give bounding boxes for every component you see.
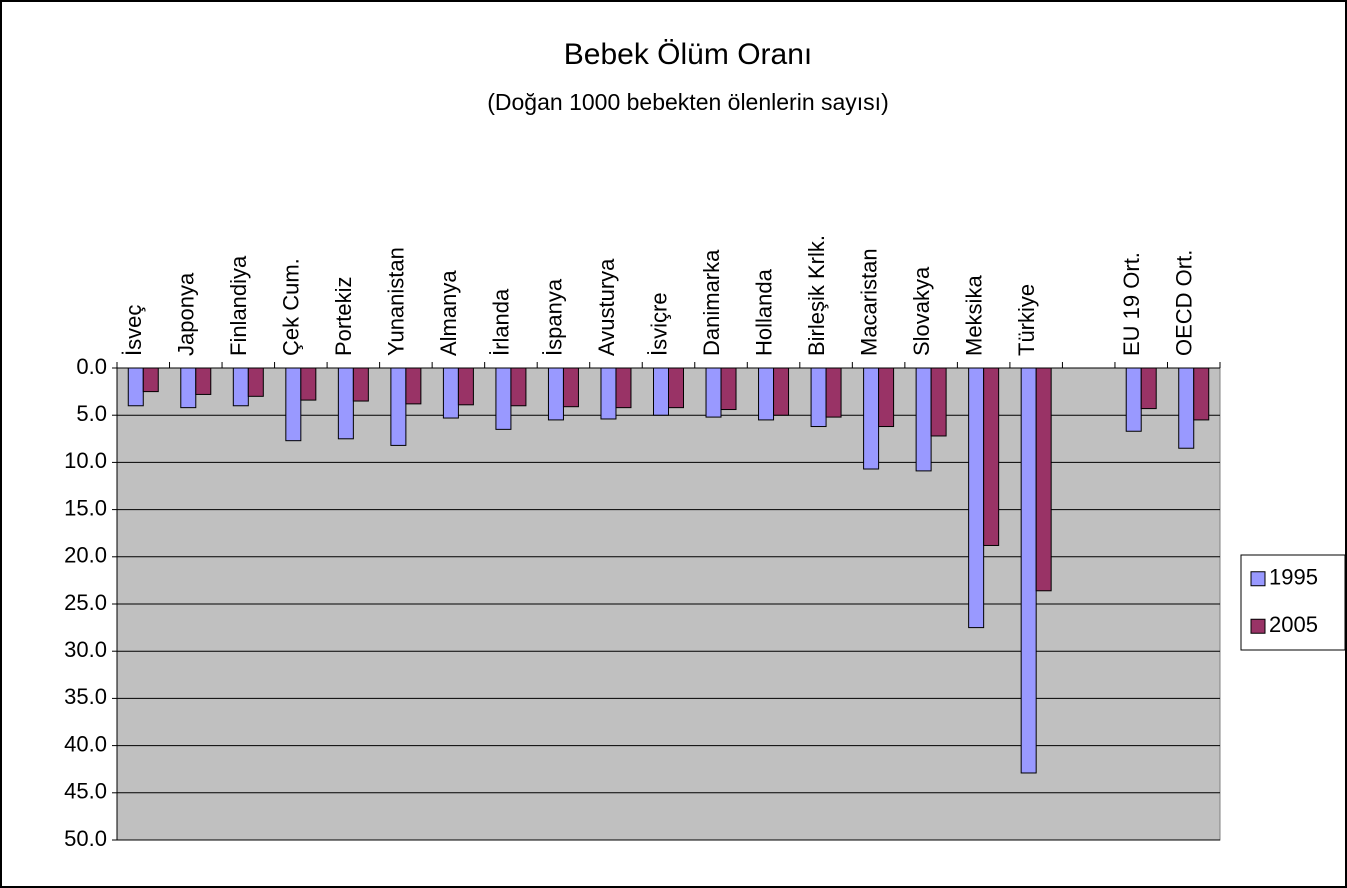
x-tick-label: Birleşik Krlk. xyxy=(804,235,829,356)
bar xyxy=(758,367,775,421)
x-tick-label: Türkiye xyxy=(1014,284,1039,356)
bar xyxy=(1193,367,1210,421)
y-tick-label: 10.0 xyxy=(64,448,107,473)
legend-box xyxy=(1240,554,1346,651)
legend-label: 2005 xyxy=(1269,612,1318,637)
x-tick-label: İspanya xyxy=(541,278,566,356)
bar xyxy=(127,367,144,407)
bar xyxy=(1140,367,1157,410)
bar xyxy=(1125,367,1142,432)
x-tick-label: Japonya xyxy=(174,272,199,356)
x-tick-label: EU 19 Ort. xyxy=(1119,252,1144,356)
x-tick-label: Finlandiya xyxy=(226,255,251,356)
y-tick-label: 15.0 xyxy=(64,495,107,520)
legend-label: 1995 xyxy=(1269,565,1318,590)
bar xyxy=(915,367,932,472)
x-tick-label: İsveç xyxy=(121,305,146,356)
bar xyxy=(668,367,684,409)
y-tick-label: 25.0 xyxy=(64,590,107,615)
bar xyxy=(600,367,617,420)
chart-subtitle: (Doğan 1000 bebekten ölenlerin sayısı) xyxy=(487,89,888,115)
bar xyxy=(720,367,737,411)
bar xyxy=(405,367,422,405)
bar xyxy=(653,367,669,416)
bar xyxy=(878,367,895,428)
bar xyxy=(352,367,369,402)
bar xyxy=(1020,367,1037,774)
bar xyxy=(442,367,459,419)
y-tick-label: 0.0 xyxy=(76,354,107,379)
chart-title: Bebek Ölüm Oranı xyxy=(564,38,812,71)
bar xyxy=(195,367,212,395)
bar xyxy=(810,367,827,428)
bar xyxy=(247,367,264,397)
bar xyxy=(142,367,159,393)
legend-swatch xyxy=(1250,571,1266,587)
bar xyxy=(968,367,985,629)
bar xyxy=(390,367,407,446)
bar xyxy=(1178,367,1195,449)
x-tick-label: Meksika xyxy=(961,275,986,356)
bar xyxy=(1035,367,1052,592)
bar xyxy=(232,367,249,407)
bar xyxy=(562,367,579,408)
bar xyxy=(705,367,722,418)
y-tick-label: 35.0 xyxy=(64,684,107,709)
bar xyxy=(773,367,790,416)
x-tick-label: İsviçre xyxy=(646,292,671,356)
y-tick-label: 45.0 xyxy=(64,779,107,804)
bar xyxy=(615,367,632,409)
x-tick-label: Macaristan xyxy=(856,248,881,356)
bar xyxy=(983,367,1000,546)
bar xyxy=(825,367,842,418)
bar xyxy=(930,367,947,437)
bar xyxy=(457,367,474,406)
y-tick-label: 40.0 xyxy=(64,731,107,756)
x-tick-label: Avusturya xyxy=(594,258,619,356)
bar xyxy=(863,367,880,470)
y-tick-label: 50.0 xyxy=(64,826,107,851)
x-tick-label: Slovakya xyxy=(909,266,934,356)
y-tick-label: 20.0 xyxy=(64,543,107,568)
y-tick-label: 30.0 xyxy=(64,637,107,662)
x-tick-label: Danimarka xyxy=(699,249,724,356)
x-tick-label: Almanya xyxy=(436,270,461,356)
x-tick-label: İrlanda xyxy=(489,288,514,356)
x-tick-label: Portekiz xyxy=(331,277,356,356)
x-tick-label: Çek Cum. xyxy=(279,258,304,356)
bar xyxy=(285,367,302,442)
bar xyxy=(180,367,197,409)
bar xyxy=(337,367,354,440)
x-tick-label: Yunanistan xyxy=(384,247,409,356)
y-tick-label: 5.0 xyxy=(76,401,107,426)
x-tick-label: OECD Ort. xyxy=(1172,250,1197,356)
bar xyxy=(495,367,512,430)
bar xyxy=(300,367,317,401)
bar xyxy=(547,367,564,421)
x-tick-label: Hollanda xyxy=(751,268,776,356)
legend-swatch xyxy=(1250,618,1266,634)
bar xyxy=(510,367,527,407)
